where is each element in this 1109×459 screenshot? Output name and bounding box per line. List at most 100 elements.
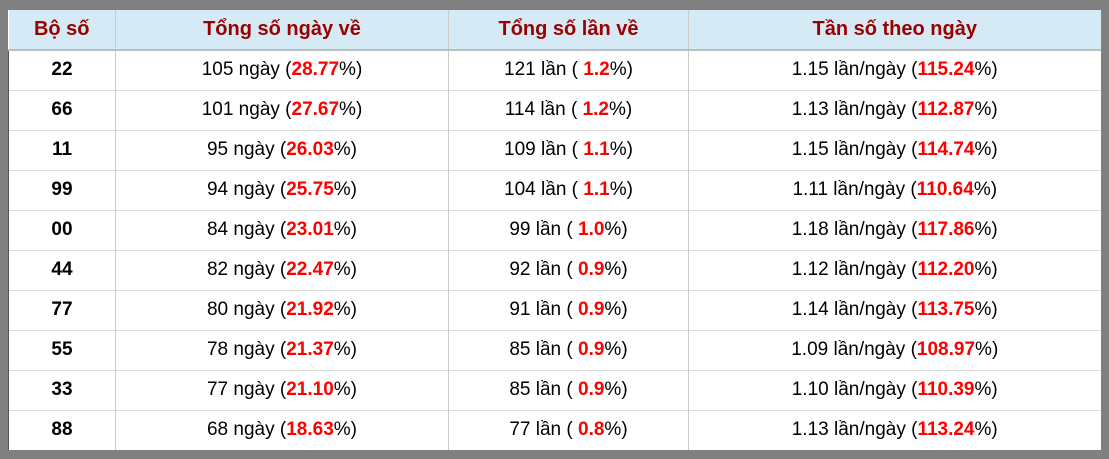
cell-frequency: 1.12 lần/ngày (112.20%) (688, 249, 1101, 290)
times-close: %) (604, 379, 628, 400)
times-close: %) (604, 299, 628, 320)
column-header-days: Tổng số ngày về (115, 10, 449, 51)
frequency-close: %) (974, 299, 998, 320)
times-close: %) (604, 259, 628, 280)
frequency-percent: 115.24 (917, 59, 975, 81)
times-text: 91 lần ( (509, 299, 578, 320)
lottery-stats-table: Bộ số Tổng số ngày về Tổng số lần về Tần… (8, 10, 1101, 450)
cell-frequency: 1.10 lần/ngày (110.39%) (688, 369, 1101, 410)
frequency-text: 1.13 lần/ngày ( (791, 419, 918, 441)
times-percent: 0.9 (578, 339, 605, 360)
days-text: 105 ngày ( (201, 59, 292, 81)
days-percent: 26.03 (286, 139, 334, 160)
frequency-close: %) (974, 139, 998, 160)
cell-pair: 33 (8, 369, 116, 410)
cell-days: 77 ngày (21.10%) (115, 369, 449, 410)
times-text: 121 lần ( (504, 59, 584, 81)
days-percent: 25.75 (286, 179, 334, 200)
times-close: %) (604, 419, 628, 441)
cell-times: 85 lần ( 0.9%) (448, 369, 689, 410)
frequency-text: 1.14 lần/ngày ( (791, 299, 918, 320)
times-close: %) (604, 339, 628, 360)
cell-frequency: 1.14 lần/ngày (113.75%) (688, 289, 1101, 330)
times-close: %) (609, 59, 633, 81)
frequency-text: 1.12 lần/ngày ( (791, 259, 918, 280)
times-text: 99 lần ( (509, 219, 578, 240)
frequency-close: %) (974, 379, 998, 400)
cell-times: 109 lần ( 1.1%) (448, 129, 689, 170)
column-header-times: Tổng số lần về (448, 10, 689, 51)
table-row: 88 68 ngày (18.63%) 77 lần ( 0.8%) 1.13 … (8, 409, 1101, 450)
days-percent: 18.63 (286, 419, 334, 441)
table-row: 55 78 ngày (21.37%) 85 lần ( 0.9%) 1.09 … (8, 329, 1101, 370)
frequency-close: %) (974, 219, 998, 240)
cell-pair: 22 (8, 50, 116, 90)
cell-frequency: 1.09 lần/ngày (108.97%) (688, 329, 1101, 370)
days-close: %) (333, 179, 357, 200)
table-row: 99 94 ngày (25.75%) 104 lần ( 1.1%) 1.11… (8, 169, 1101, 210)
table-row: 66 101 ngày (27.67%) 114 lần ( 1.2%) 1.1… (8, 89, 1101, 130)
frequency-percent: 110.64 (916, 179, 974, 200)
frequency-close: %) (974, 419, 998, 441)
table-row: 44 82 ngày (22.47%) 92 lần ( 0.9%) 1.12 … (8, 249, 1101, 290)
frequency-close: %) (975, 339, 999, 360)
frequency-percent: 112.87 (917, 99, 975, 120)
table-row: 11 95 ngày (26.03%) 109 lần ( 1.1%) 1.15… (8, 129, 1101, 170)
cell-times: 114 lần ( 1.2%) (448, 89, 689, 130)
days-percent: 27.67 (291, 99, 340, 120)
days-percent: 22.47 (286, 259, 334, 280)
cell-pair: 88 (8, 409, 116, 450)
frequency-text: 1.10 lần/ngày ( (791, 379, 918, 400)
frequency-percent: 108.97 (916, 339, 976, 360)
frequency-close: %) (974, 259, 998, 280)
days-percent: 23.01 (286, 219, 334, 240)
times-text: 85 lần ( (509, 339, 578, 360)
days-text: 95 ngày ( (206, 139, 287, 160)
column-header-frequency: Tần số theo ngày (688, 10, 1101, 51)
frequency-percent: 113.24 (917, 419, 975, 441)
cell-pair: 55 (8, 329, 116, 370)
frequency-percent: 110.39 (917, 379, 975, 400)
cell-frequency: 1.13 lần/ngày (112.87%) (688, 89, 1101, 130)
frequency-percent: 117.86 (917, 219, 975, 240)
times-close: %) (609, 99, 633, 120)
frequency-percent: 113.75 (917, 299, 975, 320)
frequency-percent: 112.20 (917, 259, 975, 280)
frequency-text: 1.15 lần/ngày ( (791, 59, 918, 81)
cell-times: 92 lần ( 0.9%) (448, 249, 689, 290)
cell-days: 84 ngày (23.01%) (115, 209, 449, 250)
days-text: 101 ngày ( (201, 99, 292, 120)
days-close: %) (333, 259, 357, 280)
times-percent: 0.8 (578, 419, 605, 441)
table-row: 00 84 ngày (23.01%) 99 lần ( 1.0%) 1.18 … (8, 209, 1101, 250)
days-close: %) (333, 139, 357, 160)
cell-pair: 66 (8, 89, 116, 130)
frequency-text: 1.15 lần/ngày ( (791, 139, 918, 160)
cell-days: 95 ngày (26.03%) (115, 129, 449, 170)
frequency-text: 1.11 lần/ngày ( (792, 179, 917, 200)
cell-times: 121 lần ( 1.2%) (448, 50, 689, 90)
cell-days: 68 ngày (18.63%) (115, 409, 449, 450)
frequency-close: %) (973, 179, 998, 200)
cell-days: 80 ngày (21.92%) (115, 289, 449, 330)
times-percent: 1.2 (583, 59, 610, 81)
times-percent: 1.1 (583, 179, 610, 200)
days-text: 78 ngày ( (206, 339, 287, 360)
days-close: %) (333, 339, 357, 360)
days-text: 80 ngày ( (206, 299, 287, 320)
times-percent: 0.9 (578, 299, 605, 320)
times-percent: 1.2 (582, 99, 609, 120)
times-percent: 0.9 (578, 379, 605, 400)
cell-times: 99 lần ( 1.0%) (448, 209, 689, 250)
times-percent: 1.0 (578, 219, 605, 240)
days-text: 68 ngày ( (206, 419, 287, 441)
days-percent: 21.10 (286, 379, 334, 400)
days-close: %) (339, 59, 363, 81)
cell-pair: 00 (8, 209, 116, 250)
times-text: 85 lần ( (509, 379, 578, 400)
cell-times: 77 lần ( 0.8%) (448, 409, 689, 450)
cell-days: 105 ngày (28.77%) (115, 50, 449, 90)
cell-days: 101 ngày (27.67%) (115, 89, 449, 130)
cell-frequency: 1.15 lần/ngày (115.24%) (688, 50, 1101, 90)
